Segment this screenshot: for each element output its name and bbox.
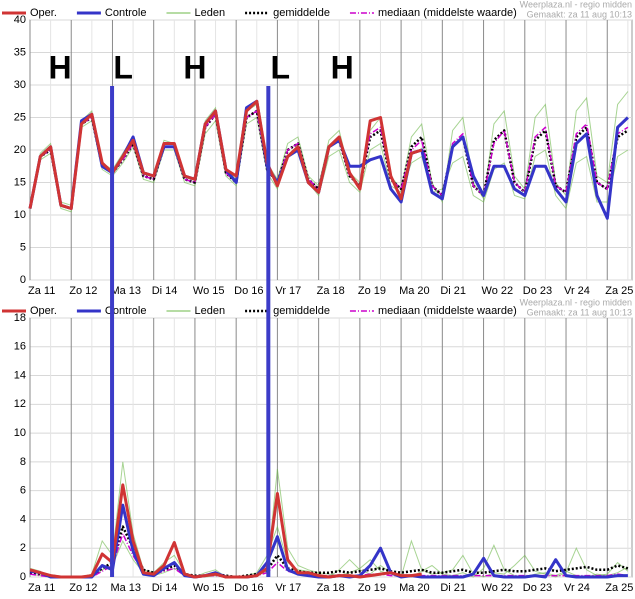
x-tick-label: Wo 22 <box>482 285 514 297</box>
legend-label: mediaan (middelste waarde) <box>378 305 517 317</box>
legend-label: gemiddelde <box>273 7 330 19</box>
x-tick-label: Vr 24 <box>564 582 590 594</box>
legend-label: Leden <box>194 305 225 317</box>
series-line <box>28 99 423 210</box>
x-tick-label: Di 21 <box>440 582 466 594</box>
x-tick-label: Zo 19 <box>358 582 386 594</box>
y-tick-label: 16 <box>14 341 26 353</box>
y-tick-label: 35 <box>14 46 26 58</box>
y-tick-label: 20 <box>14 144 26 156</box>
x-tick-label: Za 18 <box>317 582 345 594</box>
x-tick-label: Do 16 <box>234 285 263 297</box>
y-tick-label: 2 <box>20 542 26 554</box>
legend-label: Controle <box>105 7 147 19</box>
x-tick-label: Di 14 <box>152 285 178 297</box>
y-tick-label: 0 <box>20 571 26 583</box>
x-tick-label: Za 11 <box>28 285 55 297</box>
y-tick-label: 4 <box>20 513 26 525</box>
y-tick-label: 0 <box>20 274 26 286</box>
legend-label: Oper. <box>30 7 57 19</box>
x-tick-label: Di 14 <box>152 582 178 594</box>
watermark: Weerplaza.nl - regio midden <box>520 297 632 307</box>
x-tick-label: Do 23 <box>523 285 552 297</box>
y-tick-label: 15 <box>14 176 26 188</box>
x-tick-label: Za 11 <box>28 582 55 594</box>
x-tick-label: Zo 12 <box>69 582 97 594</box>
legend-label: Leden <box>194 7 225 19</box>
y-tick-label: 6 <box>20 485 26 497</box>
watermark: Gemaakt: za 11 aug 10:13 <box>527 307 632 317</box>
legend-label: Controle <box>105 305 147 317</box>
y-tick-label: 30 <box>14 79 26 91</box>
y-tick-label: 14 <box>14 369 26 381</box>
annotation: H <box>331 50 354 86</box>
legend-label: mediaan (middelste waarde) <box>378 7 517 19</box>
x-tick-label: Vr 17 <box>275 582 301 594</box>
x-tick-label: Vr 24 <box>564 285 590 297</box>
x-tick-label: Wo 15 <box>193 582 225 594</box>
y-tick-label: 10 <box>14 427 26 439</box>
x-tick-label: Ma 20 <box>399 285 430 297</box>
annotation: H <box>183 50 206 86</box>
legend-label: gemiddelde <box>273 305 330 317</box>
y-tick-label: 25 <box>14 111 26 123</box>
x-tick-label: Di 21 <box>440 285 466 297</box>
series-line <box>29 483 422 579</box>
watermark: Gemaakt: za 11 aug 10:13 <box>527 9 632 19</box>
x-tick-label: Za 18 <box>317 285 345 297</box>
y-tick-label: 10 <box>14 209 26 221</box>
y-tick-label: 8 <box>20 456 26 468</box>
watermark: Weerplaza.nl - regio midden <box>520 0 632 9</box>
x-tick-label: Do 16 <box>234 582 263 594</box>
x-tick-label: Do 23 <box>523 582 552 594</box>
annotation: H <box>49 50 72 86</box>
x-tick-label: Za 25 <box>605 285 633 297</box>
y-tick-label: 12 <box>14 398 26 410</box>
y-tick-label: 18 <box>14 312 26 324</box>
x-tick-label: Za 25 <box>605 582 633 594</box>
legend-label: Oper. <box>30 305 57 317</box>
x-tick-label: Ma 20 <box>399 582 430 594</box>
y-tick-label: 5 <box>20 241 26 253</box>
x-tick-label: Ma 13 <box>110 582 141 594</box>
x-tick-label: Wo 15 <box>193 285 225 297</box>
x-tick-label: Ma 13 <box>110 285 141 297</box>
y-tick-label: 40 <box>14 14 26 26</box>
annotation: L <box>113 50 133 86</box>
x-tick-label: Wo 22 <box>482 582 514 594</box>
x-tick-label: Zo 19 <box>358 285 386 297</box>
x-tick-label: Vr 17 <box>275 285 301 297</box>
x-tick-label: Zo 12 <box>69 285 97 297</box>
annotation: L <box>271 50 291 86</box>
